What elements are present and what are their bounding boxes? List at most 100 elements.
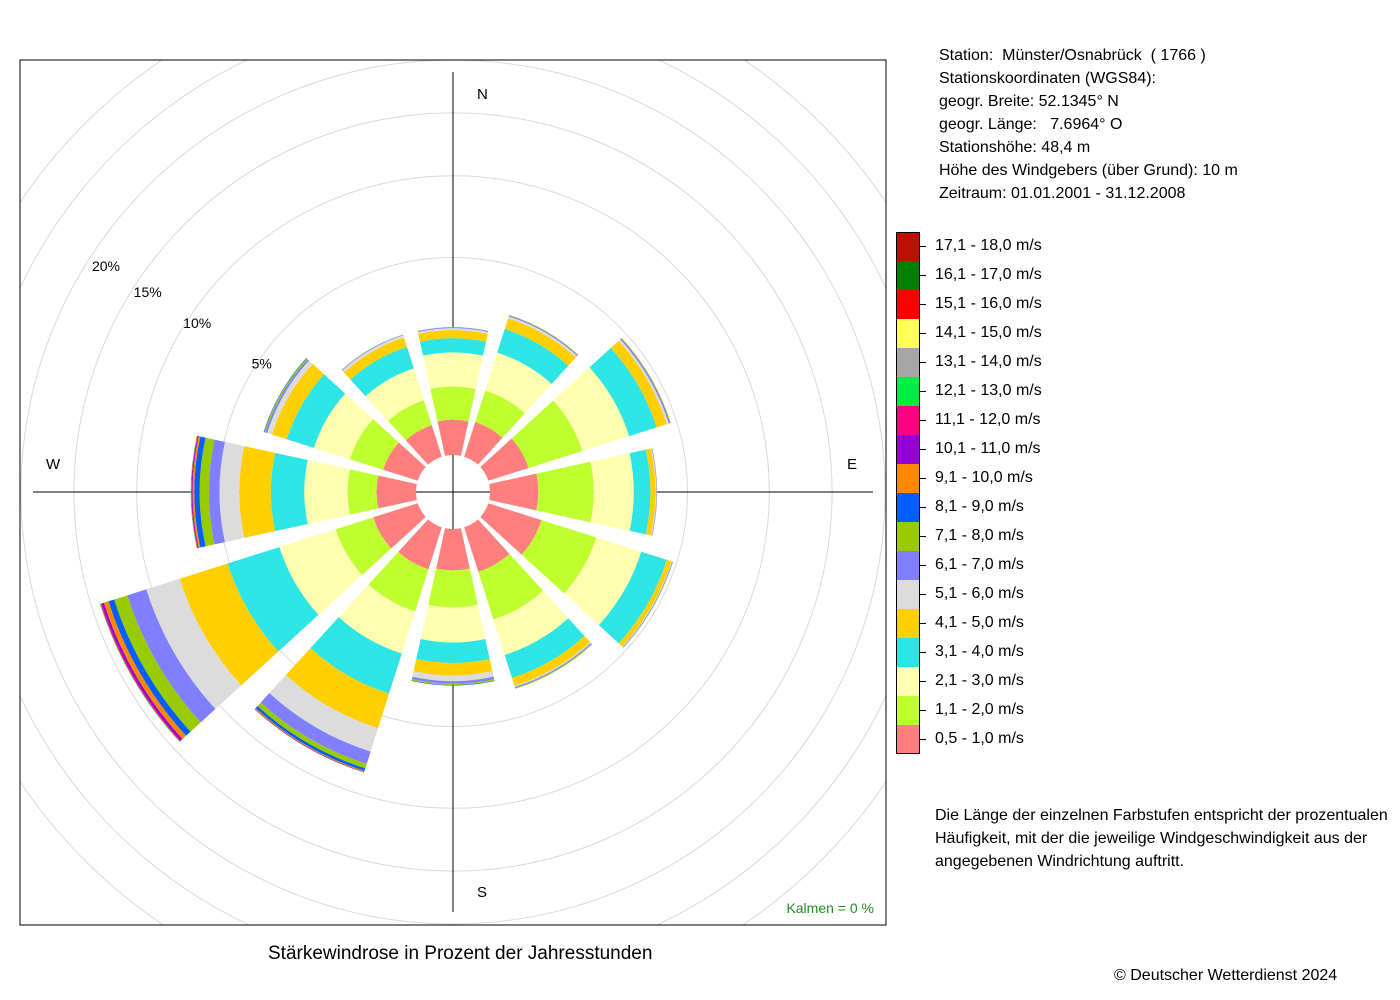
- sector-210-bin-4: [310, 617, 402, 694]
- sector-30-bin-1: [464, 422, 503, 465]
- legend-tick: [920, 536, 926, 537]
- copyright: © Deutscher Wetterdienst 2024: [1114, 967, 1338, 984]
- legend-tick: [920, 565, 926, 566]
- legend-tick: [920, 507, 926, 508]
- ring-label-15: 15%: [134, 284, 162, 300]
- sector-90-bin-7: [651, 448, 657, 536]
- sector-270-bin-4: [270, 452, 308, 532]
- sector-0-bin-7: [417, 327, 489, 333]
- legend-swatch: [896, 319, 920, 348]
- sector-300-bin-2: [349, 419, 399, 470]
- legend-label: 6,1 - 7,0 m/s: [935, 556, 1024, 573]
- sector-90-bin-6: [650, 448, 657, 536]
- legend-swatch: [896, 377, 920, 406]
- ring-label-10: 10%: [183, 315, 211, 331]
- ring-labels: 5% 10% 15% 20%: [92, 258, 272, 371]
- legend-tick: [920, 246, 926, 247]
- sector-210-bin-2: [368, 551, 429, 612]
- legend-tick: [920, 333, 926, 334]
- legend-swatch: [896, 232, 920, 261]
- legend-label: 15,1 - 16,0 m/s: [935, 295, 1042, 312]
- calm-label: Kalmen = 0 %: [786, 900, 874, 916]
- sector-30-bin-5: [504, 318, 576, 366]
- sector-120-bin-1: [480, 503, 542, 555]
- sector-90-bin-5: [645, 448, 656, 536]
- legend-swatch: [896, 290, 920, 319]
- sector-270-bin-13: [190, 435, 198, 549]
- sector-150-bin-3: [493, 590, 569, 655]
- sector-120-bin-4: [598, 551, 667, 644]
- sector-240-bin-2: [335, 517, 392, 575]
- legend-tick: [920, 478, 926, 479]
- sector-330-bin-3: [365, 368, 424, 421]
- sector-300-bin-7: [265, 359, 309, 434]
- sector-120-bin-5: [618, 559, 672, 647]
- station-info: Station: Münster/Osnabrück ( 1766 ) Stat…: [939, 44, 1238, 205]
- compass-label-s: S: [477, 884, 487, 901]
- wind-rose-chart: 5% 10% 15% 20% N E S W Kalmen = 0 %: [19, 59, 887, 926]
- sector-90-bin-1: [489, 473, 539, 511]
- legend-swatch: [896, 725, 920, 754]
- sector-60-bin-1: [480, 438, 529, 481]
- sector-30-bin-2: [475, 390, 525, 438]
- compass-label-w: W: [46, 456, 61, 473]
- sector-30-bin-4: [497, 329, 569, 384]
- sector-0-bin-1: [437, 419, 469, 456]
- sector-180-bin-4: [416, 638, 490, 663]
- sector-30-bin-3: [485, 352, 552, 414]
- legend-label: 13,1 - 14,0 m/s: [935, 353, 1042, 370]
- sector-270-bin-12: [191, 435, 198, 549]
- sector-60-bin-2: [511, 400, 583, 468]
- legend-label: 8,1 - 9,0 m/s: [935, 498, 1024, 515]
- station-longitude: geogr. Länge: 7.6964° O: [939, 116, 1123, 133]
- legend-label: 12,1 - 13,0 m/s: [935, 382, 1042, 399]
- station-name: Station: Münster/Osnabrück ( 1766 ): [939, 47, 1206, 64]
- sector-300-bin-1: [383, 442, 426, 481]
- sector-120-bin-3: [564, 537, 642, 626]
- legend-label: 1,1 - 2,0 m/s: [935, 701, 1024, 718]
- sector-180-bin-7: [411, 676, 495, 684]
- sector-120-bin-2: [521, 520, 597, 594]
- ring-label-5: 5%: [252, 356, 272, 372]
- sector-270-bin-1: [376, 475, 417, 509]
- legend-label: 14,1 - 15,0 m/s: [935, 324, 1042, 341]
- sector-240-bin-6: [146, 578, 242, 710]
- explanation-note: Die Länge der einzelnen Farbstufen entsp…: [935, 807, 1388, 870]
- sector-240-bin-5: [179, 563, 279, 686]
- legend-tick: [920, 681, 926, 682]
- sector-60-bin-5: [610, 340, 667, 428]
- legend-label: 11,1 - 12,0 m/s: [935, 411, 1041, 428]
- legend-label: 2,1 - 3,0 m/s: [935, 672, 1024, 689]
- sector-150-bin-4: [504, 618, 585, 678]
- anemometer-height: Höhe des Windgebers (über Grund): 10 m: [939, 162, 1238, 179]
- legend-label: 0,5 - 1,0 m/s: [935, 730, 1024, 747]
- sector-0-bin-5: [418, 330, 488, 342]
- wind-sectors: [99, 314, 674, 773]
- time-period: Zeitraum: 01.01.2001 - 31.12.2008: [939, 185, 1186, 202]
- sector-180-bin-6: [412, 671, 494, 682]
- compass-label-n: N: [477, 86, 488, 103]
- legend-label: 3,1 - 4,0 m/s: [935, 643, 1024, 660]
- sector-270-bin-2: [347, 469, 379, 515]
- chart-caption: Stärkewindrose in Prozent der Jahresstun…: [268, 943, 653, 964]
- legend-swatch: [896, 406, 920, 435]
- station-coordinates-heading: Stationskoordinaten (WGS84):: [939, 70, 1156, 87]
- sector-0-bin-4: [419, 338, 487, 356]
- sector-150-bin-1: [464, 519, 510, 572]
- legend-swatch: [896, 493, 920, 522]
- legend-tick: [920, 391, 926, 392]
- station-elevation: Stationshöhe: 48,4 m: [939, 139, 1091, 156]
- ring-20: [20, 60, 886, 925]
- compass-label-e: E: [847, 456, 857, 473]
- sector-240-bin-7: [127, 589, 216, 723]
- sector-150-bin-2: [478, 553, 544, 620]
- sector-180-bin-5: [413, 658, 493, 676]
- sector-210-bin-3: [338, 584, 416, 654]
- legend-swatch: [896, 609, 920, 638]
- sector-90-bin-8: [652, 448, 658, 536]
- legend-label: 7,1 - 8,0 m/s: [935, 527, 1024, 544]
- legend-swatch: [896, 261, 920, 290]
- sector-300-bin-3: [313, 393, 374, 460]
- sector-300-bin-4: [286, 374, 346, 448]
- legend-swatch: [896, 696, 920, 725]
